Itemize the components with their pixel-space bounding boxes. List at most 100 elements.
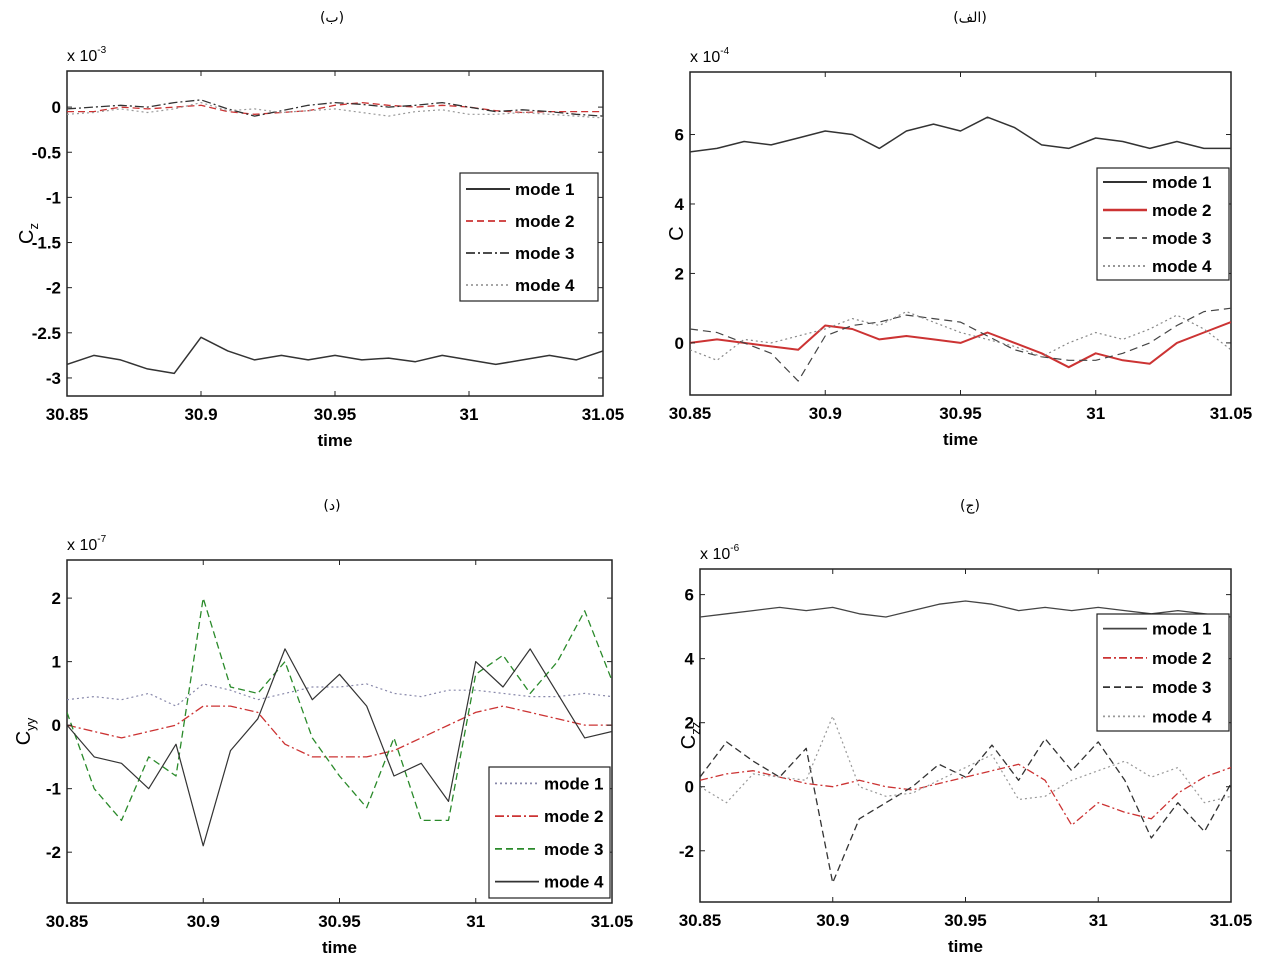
x-axis-label: time: [322, 938, 357, 957]
series-line-mode-1: [67, 336, 603, 375]
x-tick-label: 31: [1086, 404, 1105, 423]
y-tick-label: -1: [46, 188, 61, 207]
y-axis-label: Cyy: [13, 717, 38, 745]
axis-multiplier: x 10-6: [700, 543, 740, 563]
series-line-mode-3: [67, 597, 612, 822]
y-tick-label: 0: [685, 778, 694, 797]
axis-multiplier: x 10-7: [67, 534, 107, 554]
x-tick-label: 31: [460, 405, 479, 424]
series-group: [690, 116, 1231, 382]
legend-label: mode 4: [1152, 257, 1212, 276]
x-tick-label: 30.95: [939, 404, 982, 423]
y-axis-label: Cz: [16, 223, 41, 244]
y-axis-label: Czz: [678, 722, 703, 749]
x-tick-label: 30.85: [679, 911, 722, 930]
y-tick-label: -3: [46, 369, 61, 388]
chart-panel-1: (الف) 30.85 30.9 30.95 31 31.05 0 2 4 6 time Cx 10-…: [666, 10, 1252, 449]
series-line-mode-4: [690, 311, 1231, 361]
x-tick-label: 30.9: [187, 912, 220, 931]
series-line-mode-4: [700, 715, 1231, 804]
y-tick-label: -2.5: [32, 324, 61, 343]
legend-label: mode 4: [544, 873, 604, 892]
legend-box: [488, 766, 611, 899]
legend-label: mode 4: [515, 276, 575, 295]
y-tick-label: -2: [679, 842, 694, 861]
panel-title: (ب): [320, 10, 344, 26]
series-group: [67, 99, 603, 375]
series-line-mode-1: [690, 116, 1231, 153]
legend-label: mode 3: [1152, 229, 1212, 248]
legend-label: mode 3: [515, 244, 575, 263]
chart-panel-3: (ج) 30.85 30.9 30.95 31 31.05 -2 0 2 4 6 time Czz x 1…: [678, 498, 1252, 956]
legend: mode 1 mode 2 mode 3 mode 4: [1096, 613, 1230, 732]
series-group: [700, 600, 1231, 884]
series-line-mode-1: [700, 600, 1231, 618]
y-axis-label: C: [666, 226, 688, 240]
series-line-mode-3: [690, 307, 1231, 382]
x-tick-label: 31.05: [1210, 404, 1253, 423]
x-tick-label: 31.05: [591, 912, 634, 931]
legend-box: [459, 172, 599, 302]
x-tick-label: 30.95: [318, 912, 361, 931]
x-tick-label: 30.85: [46, 405, 89, 424]
legend-box: [1096, 613, 1230, 732]
legend-label: mode 3: [544, 840, 604, 859]
y-tick-label: 1: [52, 653, 61, 672]
chart-panel-2: (ب) 30.85 30.9 30.95 31 31.05 0 -0.5 -1 -1.5 -2 -2.…: [16, 10, 624, 450]
x-tick-label: 30.9: [809, 404, 842, 423]
legend-label: mode 2: [515, 212, 575, 231]
y-tick-label: 0: [52, 716, 61, 735]
y-tick-label: -1.5: [32, 234, 61, 253]
x-tick-label: 31: [466, 912, 485, 931]
axis-multiplier: x 10-3: [67, 45, 107, 65]
y-tick-label: -1: [46, 780, 61, 799]
legend-label: mode 1: [1152, 620, 1212, 639]
panel-title: (د): [323, 498, 340, 514]
x-tick-label: 31.05: [1210, 911, 1253, 930]
y-tick-label: 6: [685, 586, 694, 605]
series-line-mode-3: [700, 738, 1231, 884]
panel-title: (ج): [960, 498, 980, 514]
y-tick-label: 4: [685, 650, 695, 669]
legend-box: [1096, 167, 1230, 281]
x-tick-label: 30.9: [816, 911, 849, 930]
legend-label: mode 4: [1152, 707, 1212, 726]
y-tick-label: -2: [46, 843, 61, 862]
x-axis-label: time: [943, 430, 978, 449]
x-axis-label: time: [948, 937, 983, 956]
x-tick-label: 30.9: [184, 405, 217, 424]
legend-label: mode 3: [1152, 678, 1212, 697]
legend: mode 1 mode 2 mode 3 mode 4: [488, 766, 611, 899]
y-tick-label: 4: [675, 195, 685, 214]
x-tick-label: 31.05: [582, 405, 625, 424]
y-tick-label: 2: [52, 589, 61, 608]
x-tick-label: 30.85: [46, 912, 89, 931]
legend-label: mode 1: [515, 180, 575, 199]
series-line-mode-4: [67, 101, 603, 119]
axis-multiplier: x 10-4: [690, 46, 730, 66]
x-tick-label: 31: [1089, 911, 1108, 930]
x-tick-label: 30.95: [944, 911, 987, 930]
legend-label: mode 2: [1152, 201, 1212, 220]
legend-label: mode 1: [1152, 173, 1212, 192]
series-line-mode-3: [67, 99, 603, 117]
x-tick-label: 30.85: [669, 404, 712, 423]
y-tick-label: -2: [46, 279, 61, 298]
chart-panel-4: (د) 30.85 30.9 30.95 31 31.05 -2 -1 0 1 2 time Cyy x …: [13, 498, 633, 957]
legend: mode 1 mode 2 mode 3 mode 4: [459, 172, 599, 302]
y-tick-label: 2: [685, 714, 694, 733]
legend-label: mode 2: [544, 807, 604, 826]
x-tick-label: 30.95: [314, 405, 357, 424]
y-tick-label: 0: [52, 98, 61, 117]
series-line-mode-2: [67, 705, 612, 758]
series-line-mode-2: [690, 321, 1231, 369]
series-line-mode-4: [67, 648, 612, 847]
series-line-mode-2: [67, 101, 603, 115]
y-tick-label: 2: [675, 264, 684, 283]
legend-label: mode 2: [1152, 649, 1212, 668]
x-axis-label: time: [318, 431, 353, 450]
y-tick-label: 0: [675, 334, 684, 353]
panel-title: (الف): [953, 10, 987, 26]
y-tick-label: 6: [675, 126, 684, 145]
